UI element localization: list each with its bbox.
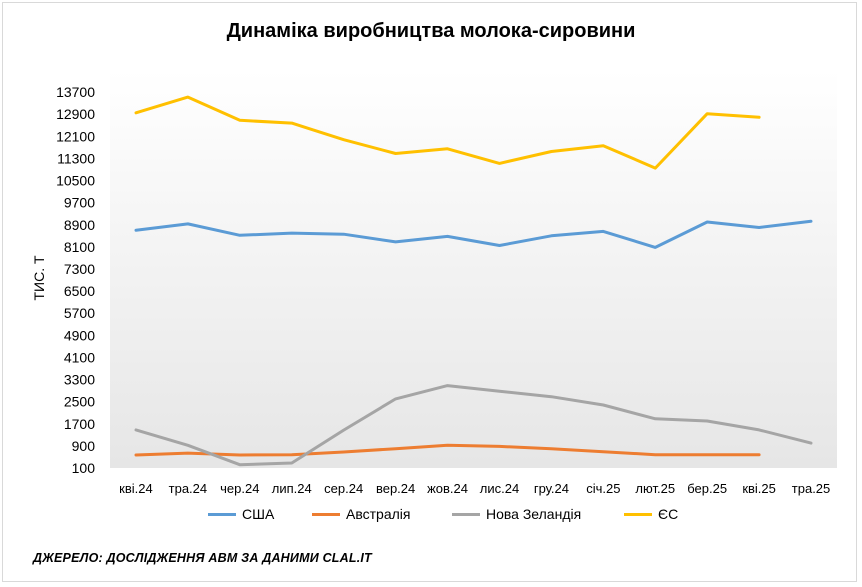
legend-label: Австралія: [346, 506, 411, 522]
series-line-0: [134, 219, 813, 249]
x-tick-label: бер.25: [687, 481, 727, 496]
y-tick-label: 4100: [64, 349, 95, 365]
chart-title: Динаміка виробництва молока-сировини: [226, 20, 636, 42]
y-tick-label: 13700: [56, 84, 95, 100]
x-tick-label: тра.24: [169, 481, 208, 496]
y-tick-label: 7300: [64, 261, 95, 277]
y-tick-label: 1700: [64, 416, 95, 432]
y-tick-label: 10500: [56, 173, 95, 189]
legend-item: США: [208, 504, 274, 524]
legend: США Австралія Нова Зеландія ЄС: [0, 504, 862, 524]
x-tick-label: кві.25: [742, 481, 776, 496]
y-tick-label: 8900: [64, 217, 95, 233]
plot-area-background: [110, 70, 837, 468]
y-tick-label: 900: [72, 438, 96, 454]
legend-label: США: [242, 506, 275, 522]
series-line-1: [134, 443, 761, 457]
series-line-3: [134, 95, 761, 170]
x-tick-label: лис.24: [480, 481, 519, 496]
x-tick-label: лип.24: [272, 481, 312, 496]
x-tick-label: чер.24: [220, 481, 259, 496]
legend-label: ЄС: [658, 506, 679, 522]
legend-swatch: [624, 512, 652, 516]
x-tick-label: сер.24: [324, 481, 363, 496]
x-tick-label: гру.24: [534, 481, 569, 496]
x-axis-ticks: кві.24 тра.24 чер.24 лип.24 сер.24 вер.24 жов.…: [119, 481, 830, 496]
source-note: ДЖЕРЕЛО: ДОСЛІДЖЕННЯ АВМ ЗА ДАНИМИ CLAL.…: [33, 551, 372, 565]
y-tick-label: 6500: [64, 283, 95, 299]
series-line-2: [134, 384, 813, 467]
y-tick-label: 12100: [56, 128, 95, 144]
legend-swatch: [452, 512, 480, 516]
x-tick-label: лют.25: [635, 481, 675, 496]
series-lines: [134, 95, 813, 467]
x-tick-label: січ.25: [586, 481, 620, 496]
y-tick-label: 3300: [64, 372, 95, 388]
y-tick-label: 9700: [64, 195, 95, 211]
y-tick-label: 11300: [57, 150, 95, 166]
legend-label: Нова Зеландія: [486, 506, 582, 522]
x-tick-label: кві.24: [119, 481, 153, 496]
y-axis-ticks: 100 900 1700 2500 3300 4100 4900 5700 6500 7300 81…: [56, 84, 95, 476]
y-tick-label: 12900: [56, 106, 95, 122]
y-tick-label: 100: [72, 460, 96, 476]
x-tick-label: тра.25: [792, 481, 831, 496]
y-tick-label: 4900: [64, 327, 95, 343]
legend-item: Австралія: [312, 504, 410, 524]
legend-swatch: [312, 512, 340, 516]
x-tick-label: жов.24: [427, 481, 468, 496]
y-tick-label: 8100: [64, 239, 95, 255]
legend-swatch: [208, 512, 236, 516]
y-tick-label: 5700: [64, 305, 95, 321]
y-tick-label: 2500: [64, 394, 95, 410]
legend-item: Нова Зеландія: [452, 504, 581, 524]
legend-item: ЄС: [624, 504, 678, 524]
x-tick-label: вер.24: [376, 481, 415, 496]
